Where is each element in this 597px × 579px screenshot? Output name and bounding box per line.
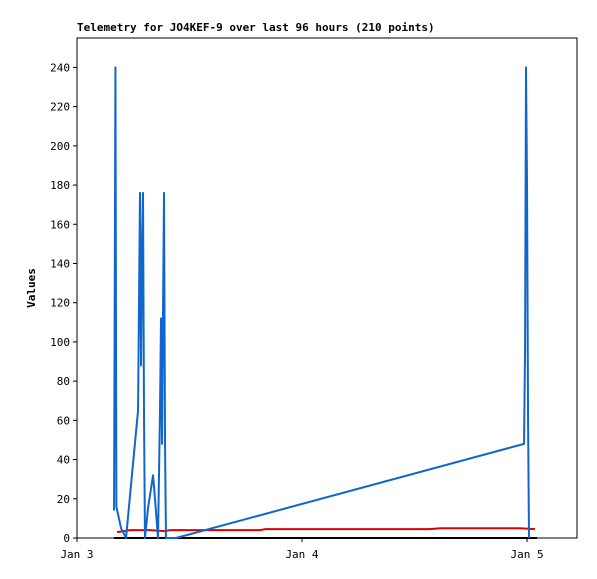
plot-frame — [76, 37, 578, 539]
y-tick-label: 40 — [57, 454, 70, 467]
chart-title: Telemetry for JO4KEF-9 over last 96 hour… — [77, 21, 435, 34]
x-tick-label: Jan 3 — [60, 548, 93, 561]
y-tick-label: 180 — [50, 179, 70, 192]
x-tick-label: Jan 4 — [285, 548, 318, 561]
x-tick-label: Jan 5 — [510, 548, 543, 561]
y-tick-label: 80 — [57, 375, 70, 388]
y-tick-label: 0 — [63, 532, 70, 545]
series-line — [113, 66, 530, 539]
y-tick-label: 140 — [50, 257, 70, 270]
y-tick-label: 160 — [50, 218, 70, 231]
y-tick-label: 20 — [57, 493, 70, 506]
series-line — [116, 527, 536, 534]
y-axis-label: Values — [25, 268, 38, 308]
y-tick-label: 60 — [57, 414, 70, 427]
y-tick-label: 100 — [50, 336, 70, 349]
y-tick-label: 220 — [50, 101, 70, 114]
series-layer — [113, 66, 538, 539]
y-tick-label: 200 — [50, 140, 70, 153]
y-tick-label: 120 — [50, 297, 70, 310]
y-tick-label: 240 — [50, 61, 70, 74]
